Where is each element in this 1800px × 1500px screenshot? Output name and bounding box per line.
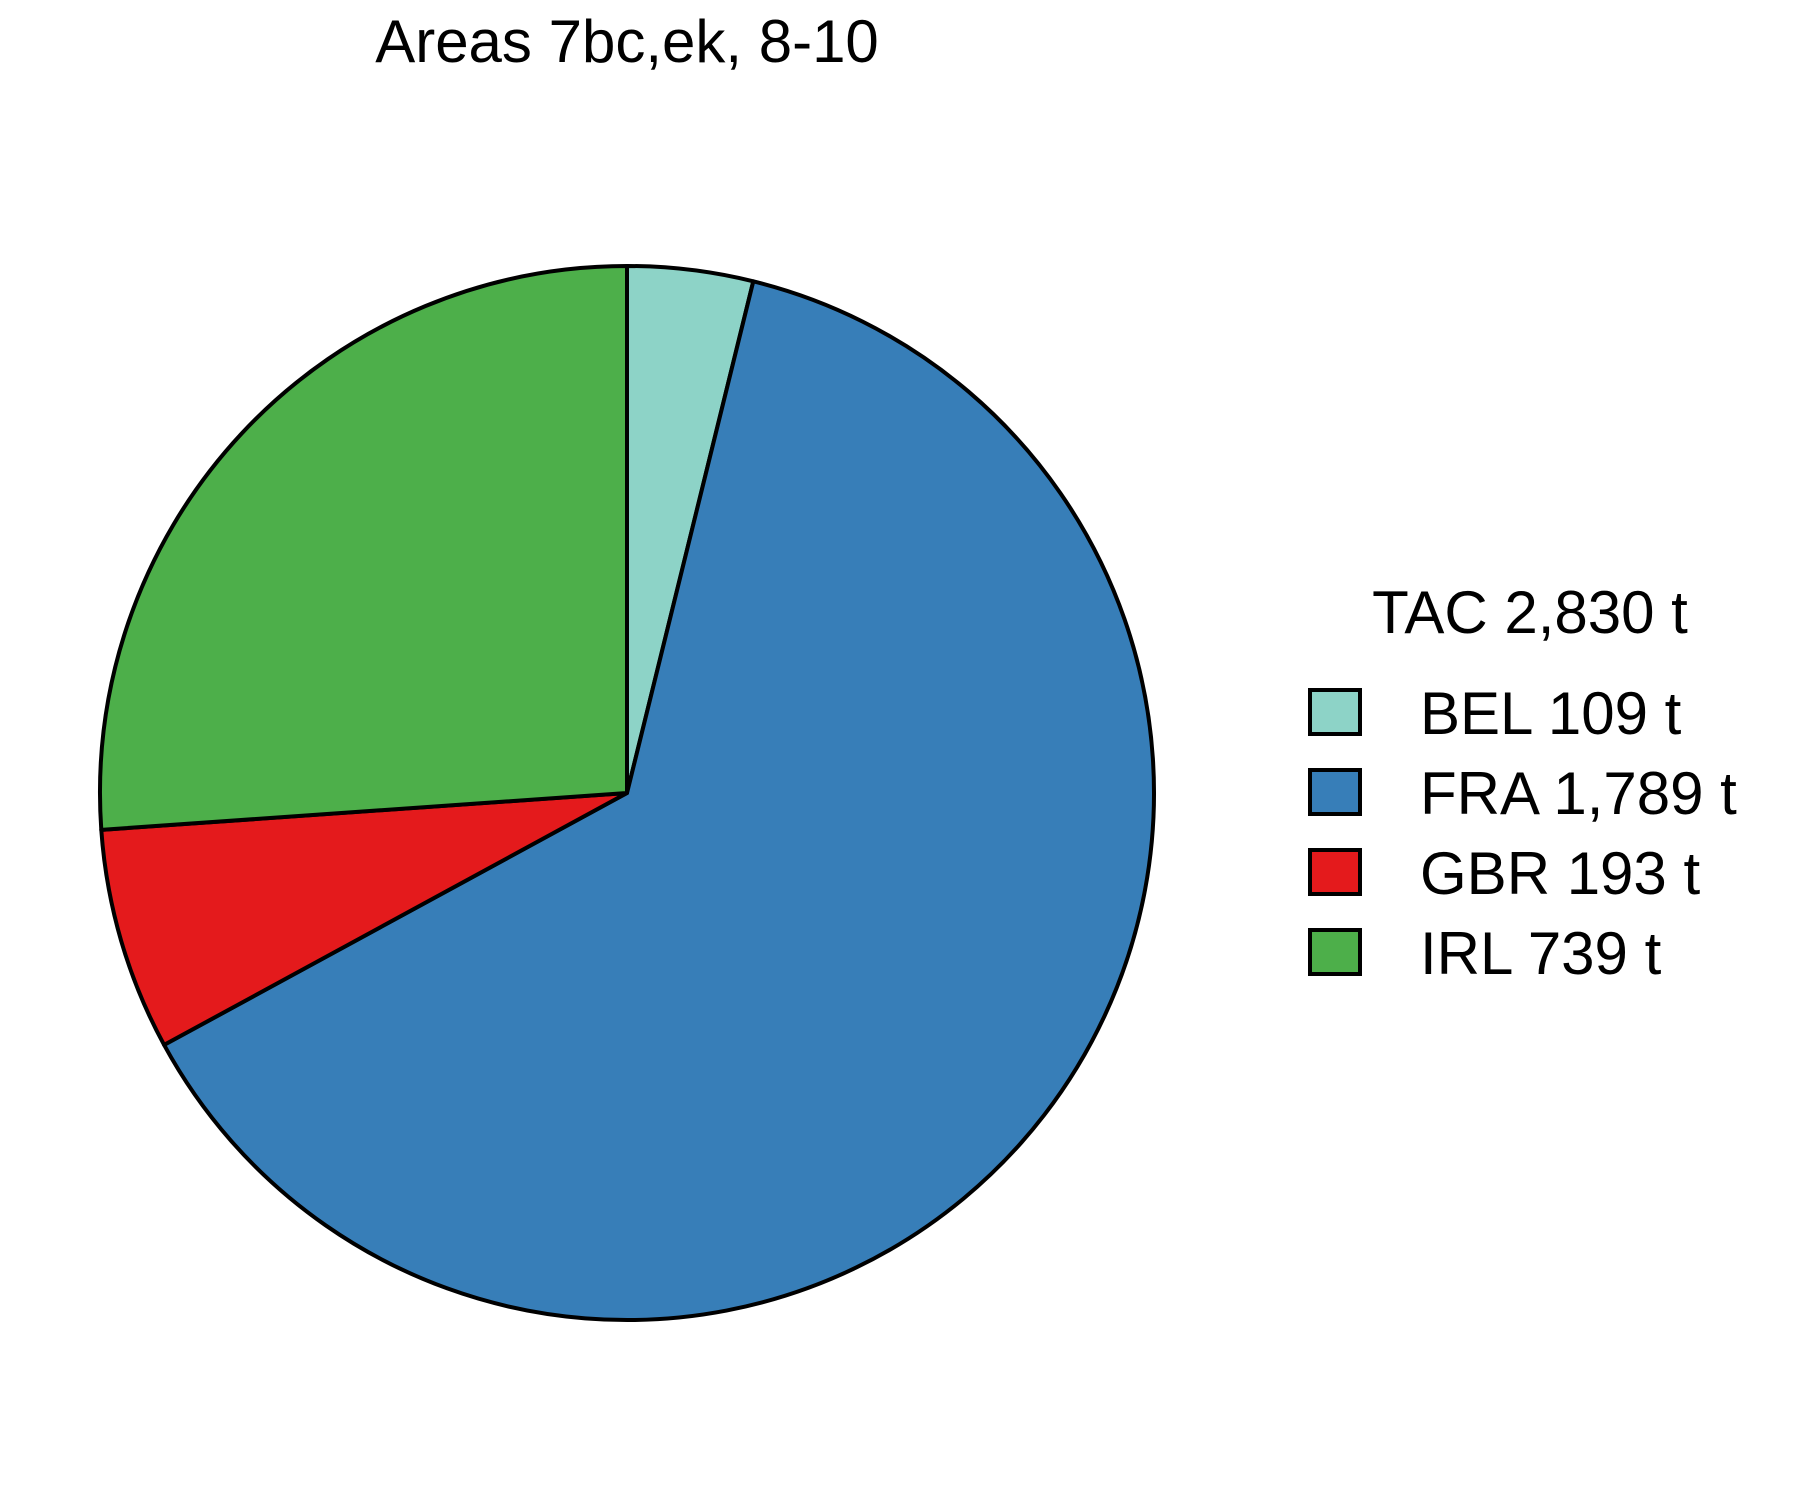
pie-slices (98, 264, 1156, 1322)
legend-label-gbr: GBR 193 t (1420, 840, 1700, 907)
pie-slice-gbr (99, 791, 629, 1047)
legend-label-bel: BEL 109 t (1420, 680, 1682, 747)
legend: TAC 2,830 t BEL 109 t FRA 1,789 t GBR 193 … (1308, 579, 1737, 987)
legend-key-gbr (1308, 848, 1362, 896)
legend-key-fra (1308, 768, 1362, 816)
pie-slice-irl (98, 264, 629, 832)
pie-slice-fra (162, 279, 1156, 1322)
legend-key-irl (1308, 928, 1362, 976)
legend-title: TAC 2,830 t (1372, 579, 1688, 646)
chart-title: Areas 7bc,ek, 8-10 (375, 8, 879, 75)
legend-label-fra: FRA 1,789 t (1420, 760, 1737, 827)
legend-label-irl: IRL 739 t (1420, 920, 1662, 987)
legend-key-bel (1308, 688, 1362, 736)
